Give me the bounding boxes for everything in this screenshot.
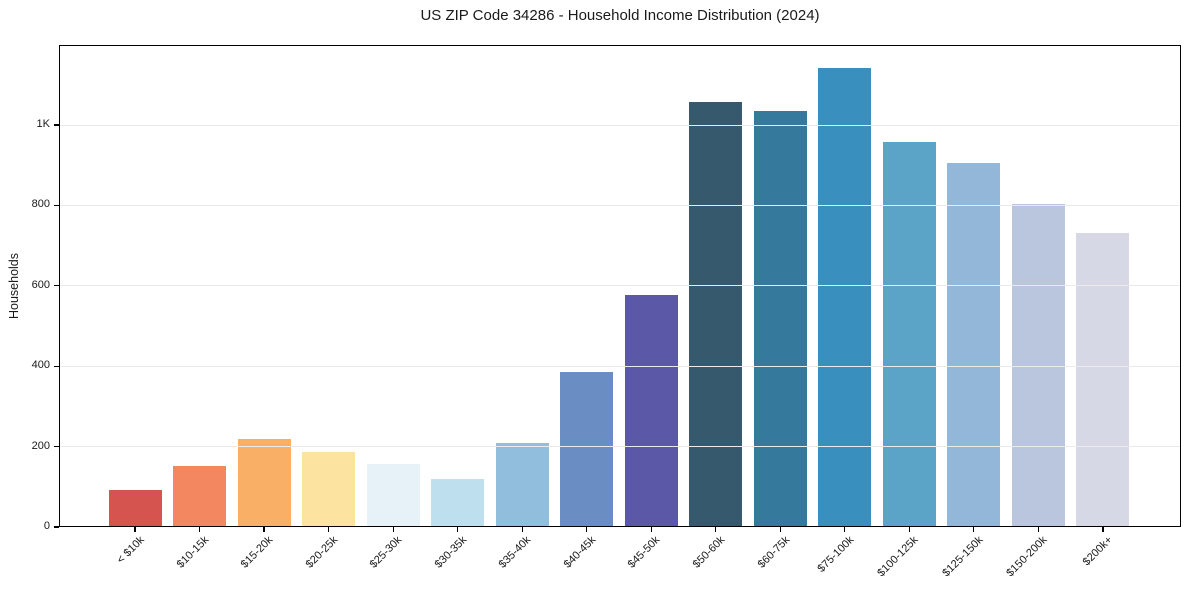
y-tick-mark [54, 285, 59, 287]
y-tick-label: 200 [31, 439, 50, 452]
x-tick-mark [650, 527, 652, 532]
x-tick-label: $200k+ [1080, 534, 1115, 569]
bar-$200k+ [1076, 233, 1130, 527]
y-tick-label: 600 [31, 278, 50, 291]
x-tick-label: $25-30k [368, 534, 405, 571]
bar-$20-25k [302, 451, 356, 527]
x-tick-mark [327, 527, 330, 532]
plot-area [59, 45, 1181, 527]
x-tick-label: $15-20k [238, 534, 276, 571]
bar-$15-20k [237, 438, 291, 527]
gridline [59, 124, 1181, 126]
x-tick-label: $45-50k [626, 534, 663, 571]
x-tick-mark [392, 527, 394, 532]
x-tick-label: $40-45k [561, 534, 599, 571]
bar-$10-15k [173, 466, 227, 527]
x-tick-mark [263, 527, 265, 532]
x-tick-mark [134, 527, 136, 532]
x-tick-mark [973, 527, 975, 532]
x-tick-mark [1037, 527, 1039, 532]
bar-$75-100k [818, 67, 872, 527]
bar-$40-45k [560, 371, 614, 527]
x-tick-mark [715, 527, 717, 532]
y-tick-mark [54, 526, 59, 528]
x-tick-label: $150-200k [1004, 534, 1050, 580]
bar-< $10k [108, 489, 162, 527]
gridline [59, 365, 1181, 367]
x-tick-mark [457, 527, 459, 532]
x-tick-label: $30-35k [432, 534, 470, 571]
y-tick-label: 0 [43, 520, 50, 532]
y-tick-mark [54, 124, 59, 126]
x-tick-mark [779, 527, 781, 532]
x-tick-label: $35-40k [497, 534, 534, 571]
x-tick-label: $75-100k [815, 534, 857, 575]
bar-$30-35k [431, 479, 485, 527]
y-tick-label: 800 [31, 198, 50, 211]
gridline [59, 204, 1181, 206]
y-tick-label: 1K [36, 117, 50, 130]
y-tick-mark [54, 365, 59, 367]
x-tick-label: $60-75k [755, 534, 792, 571]
y-tick-label: 400 [31, 359, 50, 372]
x-tick-label: $100-125k [875, 534, 921, 580]
y-tick-mark [54, 204, 59, 206]
gridline [59, 446, 1181, 448]
x-tick-mark [1102, 527, 1104, 532]
bar-$35-40k [495, 443, 549, 527]
bar-$45-50k [624, 295, 678, 527]
bar-$50-60k [689, 101, 743, 527]
x-tick-mark [844, 527, 846, 532]
x-tick-label: $50-60k [690, 534, 728, 571]
bar-$60-75k [753, 111, 807, 527]
x-tick-label: < $10k [114, 534, 147, 567]
chart-title: US ZIP Code 34286 - Household Income Dis… [420, 7, 820, 24]
x-tick-mark [586, 527, 588, 532]
bar-$25-30k [366, 464, 420, 527]
x-tick-label: $10-15k [174, 534, 212, 571]
x-tick-mark [521, 527, 523, 532]
x-tick-mark [198, 527, 201, 532]
bar-$100-125k [882, 142, 936, 527]
bar-$125-150k [947, 162, 1001, 527]
y-axis-label: Households [7, 252, 21, 320]
bar-$150-200k [1011, 204, 1065, 527]
y-tick-mark [54, 445, 59, 448]
x-tick-mark [908, 527, 910, 532]
gridline [59, 285, 1181, 287]
x-tick-label: $20-25k [303, 534, 341, 571]
x-tick-label: $125-150k [940, 534, 986, 580]
